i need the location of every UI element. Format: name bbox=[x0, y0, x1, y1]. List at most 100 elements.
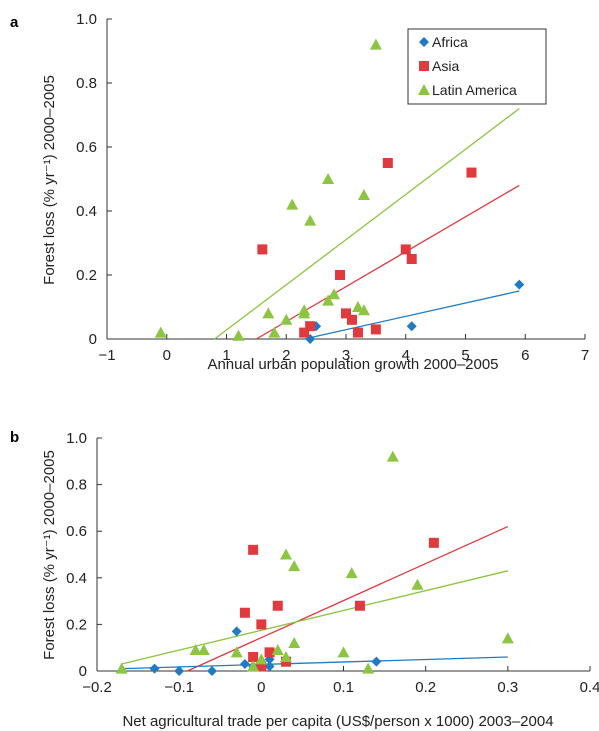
latin-america-data-point bbox=[268, 326, 281, 338]
panel-a-legend: Africa Asia Latin America bbox=[407, 28, 547, 105]
asia-data-point bbox=[257, 244, 268, 255]
latin-america-data-point bbox=[247, 660, 260, 672]
asia-trend-line bbox=[187, 525, 509, 672]
asia-data-point bbox=[370, 324, 381, 335]
africa-trend-line bbox=[121, 656, 508, 670]
x-tick-label: 4 bbox=[402, 347, 410, 364]
y-tick-label: 0.6 bbox=[76, 139, 97, 156]
y-tick-label: 1.0 bbox=[76, 11, 97, 28]
latin-america-data-point bbox=[232, 329, 245, 341]
latin-america-data-point bbox=[322, 173, 335, 184]
africa-trend-line bbox=[304, 290, 520, 340]
asia-legend-label: Asia bbox=[432, 58, 459, 74]
x-tick-label: 5 bbox=[461, 347, 469, 364]
asia-data-point bbox=[428, 537, 439, 548]
latin-america-data-point bbox=[279, 548, 292, 560]
africa-data-point bbox=[207, 666, 218, 676]
latin-america-data-point bbox=[357, 304, 370, 316]
y-tick-label: 0.8 bbox=[76, 75, 97, 92]
africa-legend-marker bbox=[419, 37, 429, 47]
latin-america-data-point bbox=[262, 307, 275, 319]
y-tick-label: 0 bbox=[79, 663, 87, 680]
asia-data-point bbox=[335, 270, 346, 280]
asia-data-point bbox=[256, 661, 267, 672]
x-tick-label: −0.1 bbox=[164, 679, 194, 696]
latin-america-data-point bbox=[411, 578, 424, 590]
africa-data-point bbox=[406, 321, 417, 332]
africa-data-point bbox=[174, 666, 185, 676]
asia-data-point bbox=[272, 600, 283, 611]
asia-data-point bbox=[382, 158, 393, 168]
y-tick-label: 0 bbox=[89, 331, 97, 348]
panel-a-letter: a bbox=[10, 14, 19, 31]
asia-data-point bbox=[256, 619, 267, 630]
asia-data-point bbox=[354, 600, 365, 611]
latin-america-data-point bbox=[322, 294, 335, 306]
latin-america-data-point bbox=[230, 646, 243, 658]
y-tick-label: 0.4 bbox=[76, 203, 97, 220]
x-tick-label: 1 bbox=[222, 347, 230, 364]
x-tick-label: 0.2 bbox=[415, 679, 436, 696]
y-tick-label: 0.6 bbox=[66, 523, 87, 540]
asia-data-point bbox=[400, 244, 411, 255]
latin-america-legend-marker bbox=[418, 84, 430, 95]
latin-america-data-point bbox=[279, 651, 292, 663]
latin-america-data-point bbox=[304, 214, 317, 226]
africa-legend-label: Africa bbox=[432, 34, 468, 50]
x-tick-label: 3 bbox=[342, 347, 350, 364]
latin-america-data-point bbox=[362, 662, 375, 674]
x-tick-label: 0.3 bbox=[497, 679, 518, 696]
asia-data-point bbox=[406, 254, 417, 264]
latin-america-legend-label: Latin America bbox=[432, 82, 517, 98]
latin-america-data-point bbox=[189, 644, 202, 656]
latin-america-data-point bbox=[288, 560, 301, 572]
latin-america-data-point bbox=[197, 644, 210, 656]
panel-b-letter: b bbox=[10, 429, 19, 446]
y-tick-label: 0.2 bbox=[66, 616, 87, 633]
x-tick-label: 0.4 bbox=[580, 679, 599, 696]
asia-data-point bbox=[305, 321, 316, 332]
asia-data-point bbox=[346, 314, 357, 325]
latin-america-data-point bbox=[286, 198, 299, 210]
latin-america-data-point bbox=[271, 644, 284, 656]
x-tick-label: −1 bbox=[98, 347, 115, 364]
asia-data-point bbox=[299, 327, 310, 338]
panel-a-y-axis-label: Forest loss (% yr⁻¹) 2000–2005 bbox=[41, 75, 58, 285]
asia-data-point bbox=[264, 647, 275, 658]
x-tick-label: 0.1 bbox=[333, 679, 354, 696]
asia-data-point bbox=[248, 652, 259, 663]
latin-america-data-point bbox=[328, 288, 341, 300]
latin-america-data-point bbox=[345, 567, 358, 579]
asia-legend-marker bbox=[419, 61, 429, 71]
latin-america-trend-line bbox=[121, 570, 508, 665]
latin-america-data-point bbox=[386, 450, 399, 462]
latin-america-data-point bbox=[369, 38, 382, 50]
latin-america-data-point bbox=[255, 653, 268, 665]
panel-b-x-axis-label: Net agricultural trade per capita (US$/p… bbox=[122, 713, 553, 730]
panel-a-scatter-chart: a Annual urban population growth 2000–20… bbox=[10, 11, 589, 373]
latin-america-data-point bbox=[298, 307, 311, 319]
latin-america-data-point bbox=[154, 326, 167, 338]
africa-data-point bbox=[149, 663, 160, 674]
x-tick-label: 7 bbox=[581, 347, 589, 364]
latin-america-data-point bbox=[501, 632, 514, 644]
latin-america-data-point bbox=[357, 189, 370, 200]
x-tick-label: −0.2 bbox=[82, 679, 112, 696]
latin-america-data-point bbox=[280, 313, 293, 325]
y-tick-label: 0.2 bbox=[76, 267, 97, 284]
africa-data-point bbox=[231, 626, 242, 637]
y-tick-label: 1.0 bbox=[66, 430, 87, 447]
africa-data-point bbox=[371, 656, 382, 667]
asia-data-point bbox=[248, 544, 259, 555]
latin-america-data-point bbox=[337, 646, 350, 658]
asia-data-point bbox=[466, 167, 477, 178]
y-tick-label: 0.4 bbox=[66, 570, 87, 587]
latin-america-trend-line bbox=[214, 108, 520, 340]
africa-data-point bbox=[514, 279, 525, 290]
asia-data-point bbox=[239, 607, 250, 618]
panel-b-y-axis-label: Forest loss (% yr⁻¹) 2000–2005 bbox=[41, 450, 58, 660]
x-tick-label: 0 bbox=[163, 347, 171, 364]
latin-america-data-point bbox=[351, 301, 364, 312]
legend-box bbox=[407, 28, 547, 105]
